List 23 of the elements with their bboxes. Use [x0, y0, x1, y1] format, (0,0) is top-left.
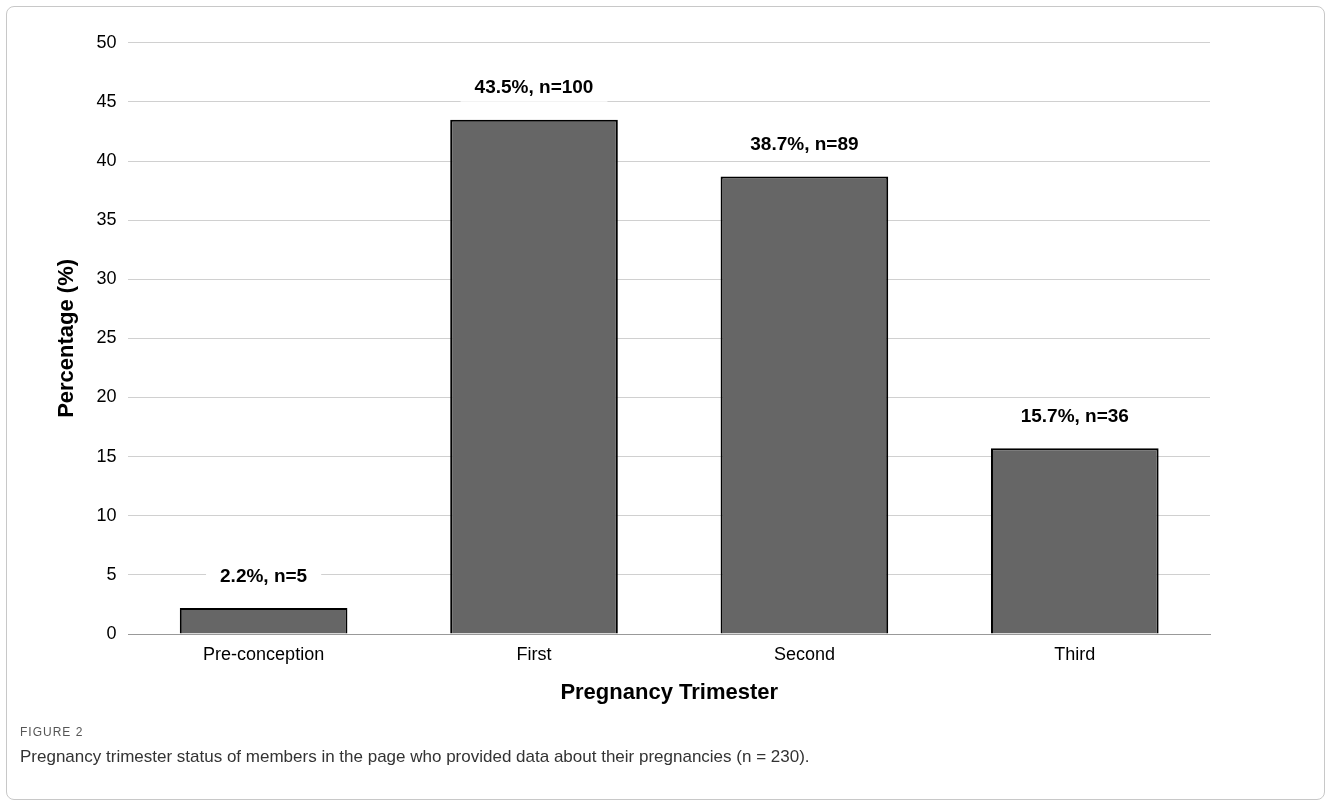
x-axis-title: Pregnancy Trimester: [560, 678, 779, 704]
y-tick-label: 10: [96, 504, 117, 525]
data-label: 2.2%, n=5: [220, 564, 308, 586]
y-tick-label: 50: [96, 31, 117, 52]
x-tick-label: Second: [773, 643, 835, 664]
x-tick-label: Pre-conception: [203, 643, 325, 664]
x-tick-label: Third: [1054, 643, 1096, 664]
x-tick-label: First: [516, 643, 552, 664]
data-label: 38.7%, n=89: [750, 133, 859, 155]
y-tick-label: 15: [96, 445, 117, 466]
data-label: 15.7%, n=36: [1020, 405, 1129, 427]
y-tick-label: 30: [96, 268, 117, 289]
caption: FIGURE 2: [20, 725, 84, 739]
y-tick-label: 25: [96, 327, 117, 348]
y-tick-label: 45: [96, 90, 117, 111]
y-tick-label: 20: [96, 386, 117, 407]
text: Pregnancy trimester status of members in the page who provided data about their pregnancies (n = 230).: [20, 746, 811, 768]
data-label: 43.5%, n=100: [474, 76, 594, 98]
y-tick-label: 35: [96, 209, 117, 230]
y-axis-title: Percentage (%): [53, 258, 79, 418]
y-tick-label: 5: [106, 563, 117, 584]
y-tick-label: 40: [96, 150, 117, 171]
y-tick-label: 0: [106, 622, 117, 643]
